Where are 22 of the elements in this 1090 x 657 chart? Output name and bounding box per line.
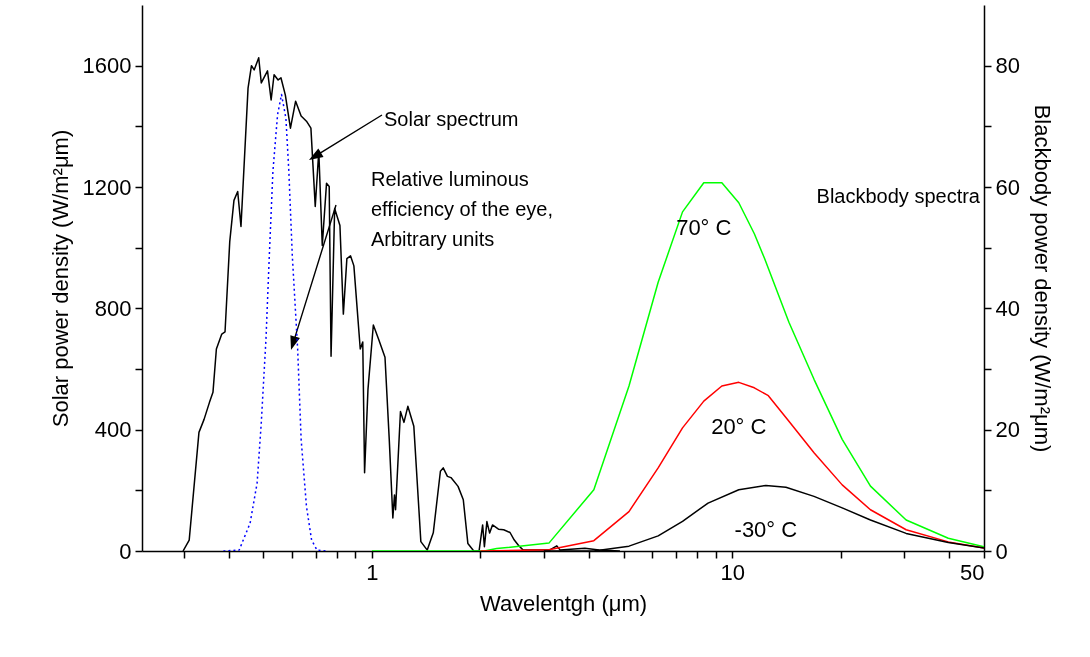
y2-tick-label: 60 xyxy=(995,174,1020,200)
y2-tick-label: 20 xyxy=(995,417,1020,443)
y-tick-label: 1200 xyxy=(82,174,132,200)
x-tick-label: 10 xyxy=(720,559,745,585)
y-tick-label: 400 xyxy=(94,417,132,443)
x-tick-label: 50 xyxy=(960,559,985,585)
y2-tick-label: 0 xyxy=(995,538,1008,564)
y-tick-label: 1600 xyxy=(82,53,132,79)
series-label: -30° C xyxy=(734,517,798,543)
series-label: 70° C xyxy=(676,214,732,240)
y-axis-title: Solar power density (W/m²μm) xyxy=(47,129,73,428)
annotation: Blackbody spectra xyxy=(816,185,981,207)
y2-tick-label: 40 xyxy=(995,295,1020,321)
annotation: Solar spectrum xyxy=(384,108,519,130)
series-label: 20° C xyxy=(711,414,767,440)
x-tick-label: 1 xyxy=(366,559,379,585)
y-tick-label: 0 xyxy=(119,538,132,564)
x-axis-title: Wavelentgh (μm) xyxy=(479,590,648,616)
annotation: Relative luminous efficiency of the eye, Arbitrary units xyxy=(371,168,553,250)
y2-axis-title: Blackbody power density (W/m²μm) xyxy=(1029,104,1055,453)
y2-tick-label: 80 xyxy=(995,53,1020,79)
y-tick-label: 800 xyxy=(94,295,132,321)
